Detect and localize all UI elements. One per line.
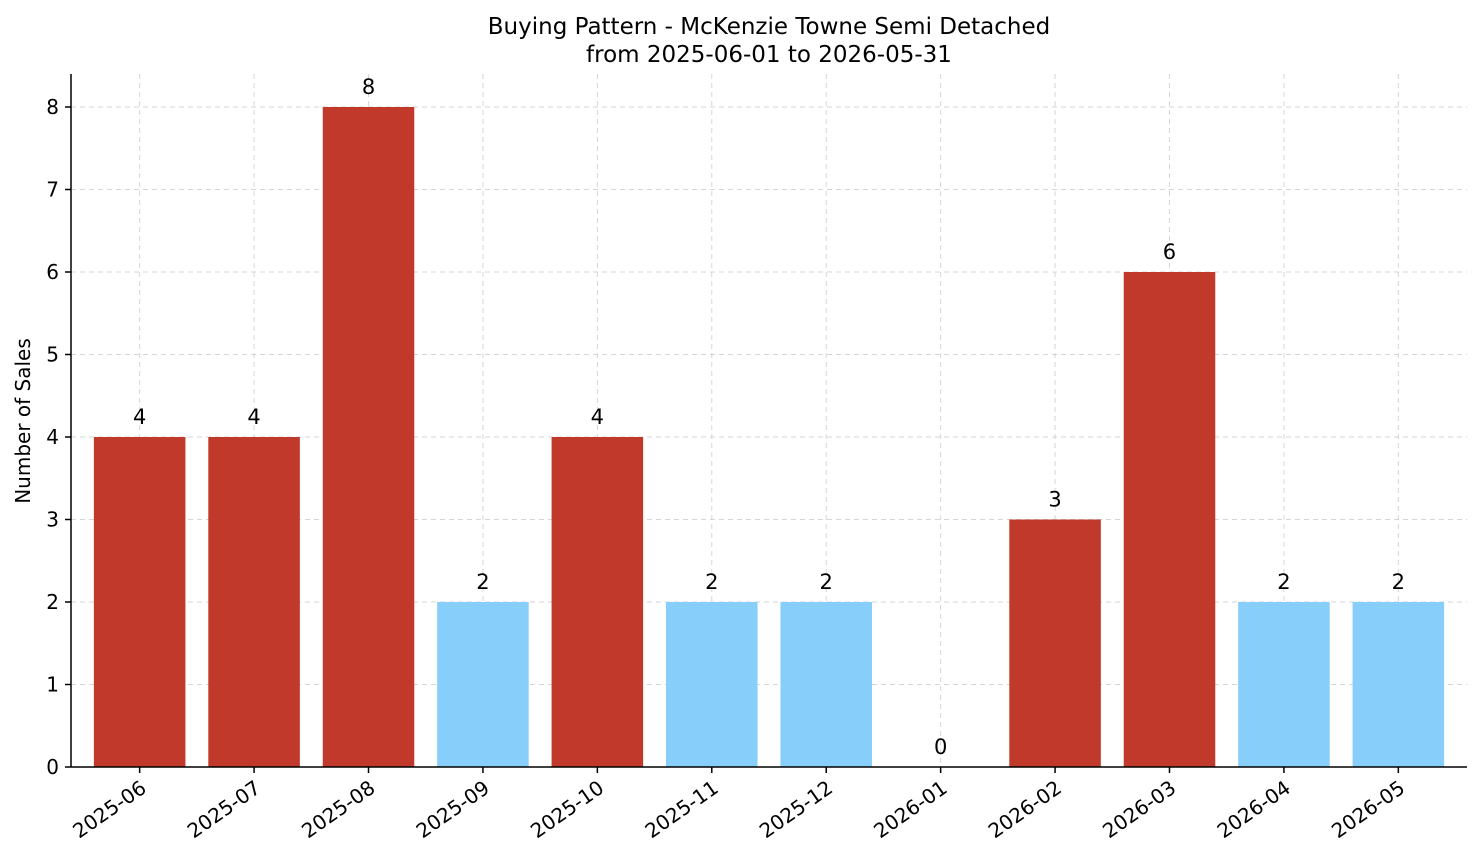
x-tick-label-2025-06: 2025-06 (68, 775, 150, 843)
data-label-2025-08: 8 (362, 75, 375, 99)
data-label-2026-01: 0 (934, 735, 947, 759)
data-label-2026-04: 2 (1277, 570, 1290, 594)
data-label-2025-12: 2 (820, 570, 833, 594)
y-tick-label: 7 (46, 178, 59, 202)
y-tick-label: 2 (46, 590, 59, 614)
y-tick-label: 3 (46, 508, 59, 532)
x-tick-label-2026-05: 2026-05 (1327, 775, 1409, 843)
bar-2025-06 (93, 437, 186, 767)
x-tick-label-2025-10: 2025-10 (526, 775, 608, 843)
y-axis-label: Number of Sales (11, 338, 35, 504)
data-label-2026-02: 3 (1048, 488, 1061, 512)
data-label-2025-06: 4 (133, 405, 146, 429)
y-tick-label: 5 (46, 343, 59, 367)
data-label-2025-11: 2 (705, 570, 718, 594)
bar-2026-02 (1009, 519, 1101, 767)
bar-2025-10 (551, 437, 644, 767)
bar-2025-11 (666, 602, 758, 767)
bar-2025-09 (437, 602, 529, 767)
y-tick-label: 1 (46, 673, 59, 697)
y-tick-label: 8 (46, 95, 59, 119)
x-tick-label-2025-11: 2025-11 (640, 775, 722, 843)
x-tick-label-2025-12: 2025-12 (755, 775, 837, 843)
data-label-2025-09: 2 (476, 570, 489, 594)
x-tick-label-2025-09: 2025-09 (412, 775, 494, 843)
x-tick-label-2026-04: 2026-04 (1213, 775, 1295, 843)
chart-title: Buying Pattern - McKenzie Towne Semi Det… (488, 14, 1050, 40)
bar-2025-08 (322, 107, 415, 767)
data-label-2026-03: 6 (1163, 240, 1176, 264)
label-layer: 4 4 8 2 4 2 2 0 3 6 2 2 (133, 75, 1405, 759)
y-tick-label: 4 (46, 425, 59, 449)
bar-2026-04 (1238, 602, 1330, 767)
x-tick-label-2026-02: 2026-02 (984, 775, 1066, 843)
bar-2025-12 (780, 602, 872, 767)
bar-layer (93, 107, 1445, 767)
y-tick-label: 0 (46, 755, 59, 779)
y-tick-label: 6 (46, 260, 59, 284)
x-tick-label-2025-07: 2025-07 (183, 775, 265, 843)
bar-2026-05 (1352, 602, 1445, 767)
data-label-2026-05: 2 (1392, 570, 1405, 594)
chart-subtitle: from 2025-06-01 to 2026-05-31 (586, 42, 952, 68)
x-tick-label-2026-03: 2026-03 (1098, 775, 1180, 843)
bar-2025-07 (208, 437, 300, 767)
bar-2026-03 (1123, 272, 1216, 767)
data-label-2025-07: 4 (247, 405, 260, 429)
data-label-2025-10: 4 (591, 405, 604, 429)
x-tick-label-2026-01: 2026-01 (869, 775, 951, 843)
x-tick-label-2025-08: 2025-08 (297, 775, 379, 843)
